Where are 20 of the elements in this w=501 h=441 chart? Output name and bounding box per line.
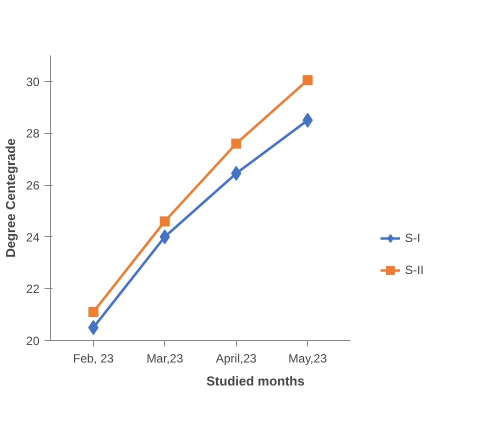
y-tick-label: 24 — [26, 230, 40, 244]
y-tick-label: 26 — [26, 178, 40, 193]
x-tick-label: May,23 — [288, 352, 328, 366]
point — [88, 307, 98, 317]
legend-label: S-II — [405, 263, 425, 277]
y-tick-label: 30 — [26, 74, 40, 89]
point — [160, 216, 170, 226]
x-axis-title: Studied months — [206, 374, 305, 388]
x-tick-label: Feb, 23 — [73, 352, 114, 366]
x-tick-label: Mar,23 — [146, 352, 184, 366]
y-tick-label: 20 — [26, 334, 40, 348]
point — [231, 138, 242, 149]
y-tick-label: 28 — [26, 126, 40, 141]
legend-label: S-I — [405, 231, 422, 245]
x-tick-label: April,23 — [216, 352, 257, 366]
point — [88, 320, 99, 336]
point — [302, 112, 313, 128]
y-tick-label: 22 — [26, 282, 40, 296]
point — [302, 75, 313, 86]
y-axis-title: Degree Centegrade — [3, 138, 18, 258]
